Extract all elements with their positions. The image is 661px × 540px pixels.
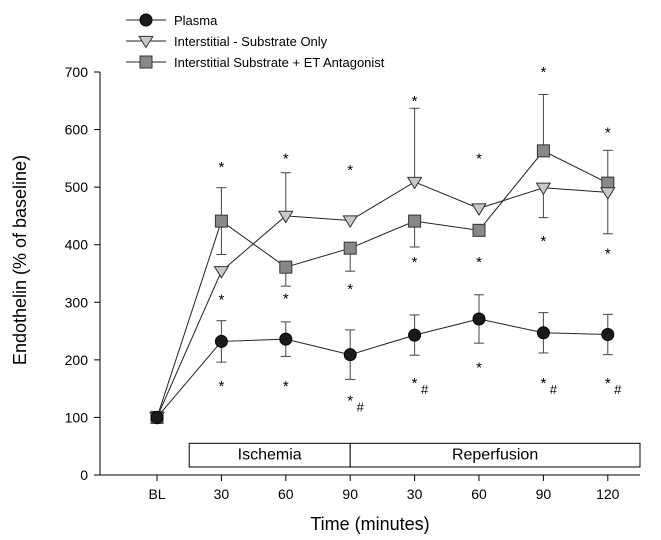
data-point xyxy=(139,13,153,27)
significance-mark: * xyxy=(605,125,611,142)
data-point xyxy=(601,328,615,342)
data-point xyxy=(213,266,230,279)
data-point xyxy=(279,260,293,274)
axes: 0 100 200 300 400 500 600 700 BL 30 60 90 30 60 90 120 xyxy=(65,64,640,502)
x-tick-label: 60 xyxy=(471,486,487,502)
significance-mark-hash: # xyxy=(357,399,365,414)
significance-mark: * xyxy=(540,375,546,392)
series-line xyxy=(156,318,608,418)
significance-mark: * xyxy=(540,64,546,81)
data-point xyxy=(535,182,552,196)
series-lines xyxy=(156,150,609,418)
series-line xyxy=(156,150,609,418)
significance-mark: * xyxy=(283,378,289,395)
phase-box xyxy=(349,442,641,468)
significance-mark-hash: # xyxy=(421,382,429,397)
significance-mark: * xyxy=(412,93,418,110)
data-point xyxy=(342,215,358,229)
data-point xyxy=(408,328,422,342)
x-tick-label: 60 xyxy=(278,486,294,502)
x-tick-label: 120 xyxy=(596,486,620,502)
significance-mark: * xyxy=(476,359,482,376)
significance-mark-hash: # xyxy=(614,382,622,397)
y-tick-label: 500 xyxy=(65,179,89,195)
data-point xyxy=(536,326,550,340)
x-tick-label: BL xyxy=(148,486,165,502)
significance-mark: * xyxy=(605,375,611,392)
data-point xyxy=(472,312,486,326)
data-point xyxy=(279,332,293,346)
data-point xyxy=(408,214,422,228)
data-point xyxy=(343,241,357,255)
x-axis-title: Time (minutes) xyxy=(310,514,429,534)
legend-label: Interstitial Substrate + ET Antagonist xyxy=(174,55,385,70)
significance-mark: * xyxy=(412,375,418,392)
significance-mark: * xyxy=(218,378,224,395)
data-point xyxy=(406,176,423,190)
y-tick-label: 400 xyxy=(65,237,89,253)
significance-annotations: ********* #*** #****** #*** # xyxy=(218,64,622,414)
data-point xyxy=(150,410,164,424)
data-point xyxy=(600,187,616,200)
series-line xyxy=(156,181,608,418)
y-axis-title: Endothelin (% of baseline) xyxy=(10,155,30,365)
significance-mark: * xyxy=(347,392,353,409)
data-point xyxy=(278,210,294,224)
significance-mark: * xyxy=(218,292,224,309)
y-tick-label: 300 xyxy=(65,294,89,310)
y-tick-label: 200 xyxy=(65,352,89,368)
data-point xyxy=(214,334,228,348)
x-tick-label: 90 xyxy=(536,486,552,502)
significance-mark: * xyxy=(476,254,482,271)
data-point xyxy=(343,348,357,362)
legend: Plasma Interstitial - Substrate Only Inter… xyxy=(126,13,385,70)
data-point xyxy=(471,203,487,216)
data-point xyxy=(536,144,550,158)
y-tick-label: 700 xyxy=(65,64,89,80)
phase-label: Ischemia xyxy=(238,446,302,463)
significance-mark: * xyxy=(476,150,482,167)
phase-bars: Ischemia Reperfusion xyxy=(188,442,641,468)
y-tick-label: 600 xyxy=(65,122,89,138)
significance-mark: * xyxy=(412,254,418,271)
x-tick-label: 30 xyxy=(214,486,230,502)
y-tick-label: 0 xyxy=(80,467,88,483)
significance-mark: * xyxy=(347,281,353,298)
data-point xyxy=(472,223,486,237)
x-tick-label: 90 xyxy=(342,486,358,502)
data-point xyxy=(139,55,153,69)
significance-mark-hash: # xyxy=(550,382,558,397)
significance-mark: * xyxy=(540,233,546,250)
series-markers xyxy=(149,144,616,425)
significance-mark: * xyxy=(218,159,224,176)
data-point xyxy=(214,214,228,228)
significance-mark: * xyxy=(605,245,611,262)
significance-mark: * xyxy=(283,150,289,167)
y-tick-label: 100 xyxy=(65,409,89,425)
phase-label: Reperfusion xyxy=(452,446,538,463)
data-point xyxy=(138,35,154,49)
x-tick-label: 30 xyxy=(407,486,423,502)
legend-label: Plasma xyxy=(174,13,218,28)
legend-label: Interstitial - Substrate Only xyxy=(174,34,328,49)
significance-mark: * xyxy=(283,290,289,307)
significance-mark: * xyxy=(347,162,353,179)
